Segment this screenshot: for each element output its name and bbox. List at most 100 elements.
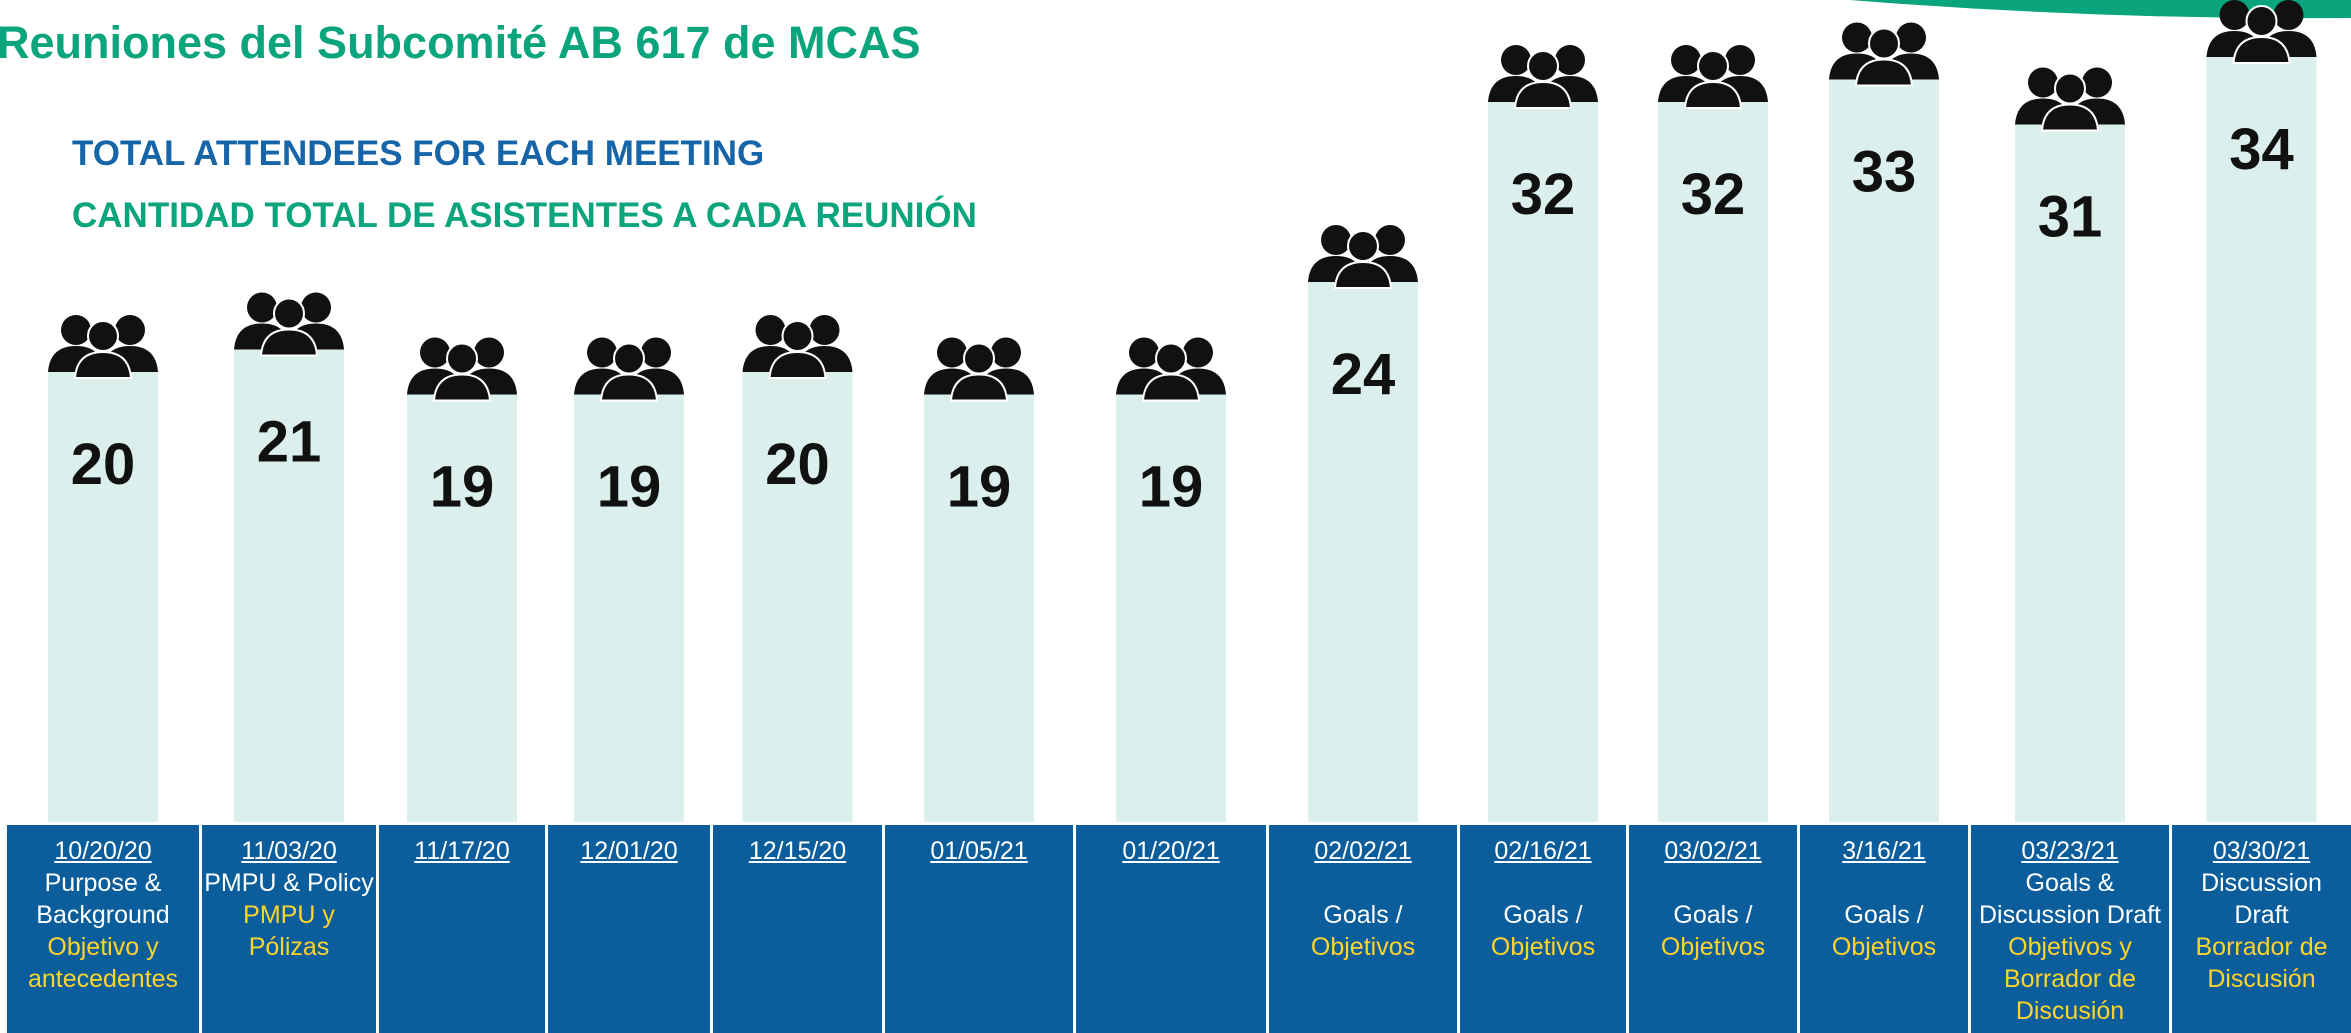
people-icon (1116, 338, 1226, 401)
value-label: 20 (765, 432, 830, 497)
spacer (1800, 867, 1968, 899)
category-date: 3/16/21 (1800, 835, 1968, 867)
topic-es: PMPU y Pólizas (202, 899, 376, 963)
icon-head (756, 315, 786, 345)
value-label: 19 (947, 455, 1012, 520)
icon-head (1348, 231, 1378, 261)
icon-head (1842, 23, 1872, 53)
icon-head (964, 344, 994, 374)
topic: Goals / (1460, 899, 1626, 931)
icon-head (1698, 51, 1728, 81)
icon-head (474, 338, 504, 368)
page: Reuniones del Subcomité AB 617 de MCAS T… (0, 0, 2351, 1033)
category-cell: 01/05/21 (885, 825, 1073, 1033)
icon-head (115, 315, 145, 345)
icon-head (614, 344, 644, 374)
icon-head (1725, 45, 1755, 75)
topic: Goals / (1269, 899, 1457, 931)
subtitle: TOTAL ATTENDEES FOR EACH MEETING (72, 134, 764, 173)
value-label: 20 (71, 432, 136, 497)
value-label: 34 (2229, 117, 2294, 182)
icon-head (247, 293, 277, 323)
topic-es: Objetivos (1460, 931, 1626, 963)
category-date: 12/01/20 (548, 835, 710, 867)
category-date: 01/05/21 (885, 835, 1073, 867)
icon-head (447, 344, 477, 374)
topic-es: Objetivos (1269, 931, 1457, 963)
value-label: 19 (430, 455, 495, 520)
spacer (1629, 867, 1797, 899)
category-cell: 03/23/21Goals & Discussion DraftObjetivo… (1971, 825, 2169, 1033)
value-label: 19 (597, 455, 662, 520)
people-icon (1829, 23, 1939, 86)
category-cell: 03/02/21 Goals /Objetivos (1629, 825, 1797, 1033)
icon-head (783, 321, 813, 351)
category-date: 11/03/20 (202, 835, 376, 867)
topic-es: Objetivos y Borrador de Discusión (1971, 931, 2169, 1027)
people-icon (1658, 45, 1768, 108)
chart-title: Reuniones del Subcomité AB 617 de MCAS (0, 17, 921, 68)
people-icon (234, 293, 344, 356)
icon-head (1129, 338, 1159, 368)
icon-head (810, 315, 840, 345)
icon-head (2247, 6, 2277, 36)
category-date: 11/17/20 (379, 835, 545, 867)
category-date: 12/15/20 (713, 835, 882, 867)
category-cell: 11/17/20 (379, 825, 545, 1033)
topic: Purpose & Background (7, 867, 199, 931)
icon-head (1671, 45, 1701, 75)
icon-head (937, 338, 967, 368)
topic: Goals / (1629, 899, 1797, 931)
icon-head (274, 299, 304, 329)
value-label: 32 (1511, 162, 1576, 227)
icon-head (2055, 74, 2085, 104)
icon-head (1156, 344, 1186, 374)
icon-head (1321, 225, 1351, 255)
icon-head (1555, 45, 1585, 75)
spacer (1269, 867, 1457, 899)
category-cell: 12/15/20 (713, 825, 882, 1033)
topic-es: Borrador de Discusión (2172, 931, 2351, 995)
topic: Goals & Discussion Draft (1971, 867, 2169, 931)
icon-head (2082, 68, 2112, 98)
category-date: 03/23/21 (1971, 835, 2169, 867)
people-icon (574, 338, 684, 401)
people-icon (924, 338, 1034, 401)
people-icon (2015, 68, 2125, 131)
icon-head (2274, 0, 2304, 30)
topic-es: Objetivo y antecedentes (7, 931, 199, 995)
icon-head (61, 315, 91, 345)
value-label: 24 (1331, 342, 1396, 407)
topic-es: Objetivos (1629, 931, 1797, 963)
icon-head (301, 293, 331, 323)
value-label: 32 (1681, 162, 1746, 227)
people-icon (1488, 45, 1598, 108)
value-label: 19 (1139, 455, 1204, 520)
icon-head (991, 338, 1021, 368)
people-icon (407, 338, 517, 401)
topic-es: Objetivos (1800, 931, 1968, 963)
value-label: 31 (2038, 185, 2103, 250)
category-date: 10/20/20 (7, 835, 199, 867)
subtitle-es: CANTIDAD TOTAL DE ASISTENTES A CADA REUN… (72, 195, 977, 235)
people-icon (743, 315, 853, 378)
icon-head (1896, 23, 1926, 53)
category-date: 03/30/21 (2172, 835, 2351, 867)
icon-head (1375, 225, 1405, 255)
topic: Goals / (1800, 899, 1968, 931)
category-date: 01/20/21 (1076, 835, 1266, 867)
people-icon (48, 315, 158, 378)
icon-head (2220, 0, 2250, 30)
spacer (1460, 867, 1626, 899)
icon-head (1183, 338, 1213, 368)
icon-head (2028, 68, 2058, 98)
category-cell: 3/16/21 Goals /Objetivos (1800, 825, 1968, 1033)
icon-head (641, 338, 671, 368)
icon-head (1528, 51, 1558, 81)
category-date: 03/02/21 (1629, 835, 1797, 867)
